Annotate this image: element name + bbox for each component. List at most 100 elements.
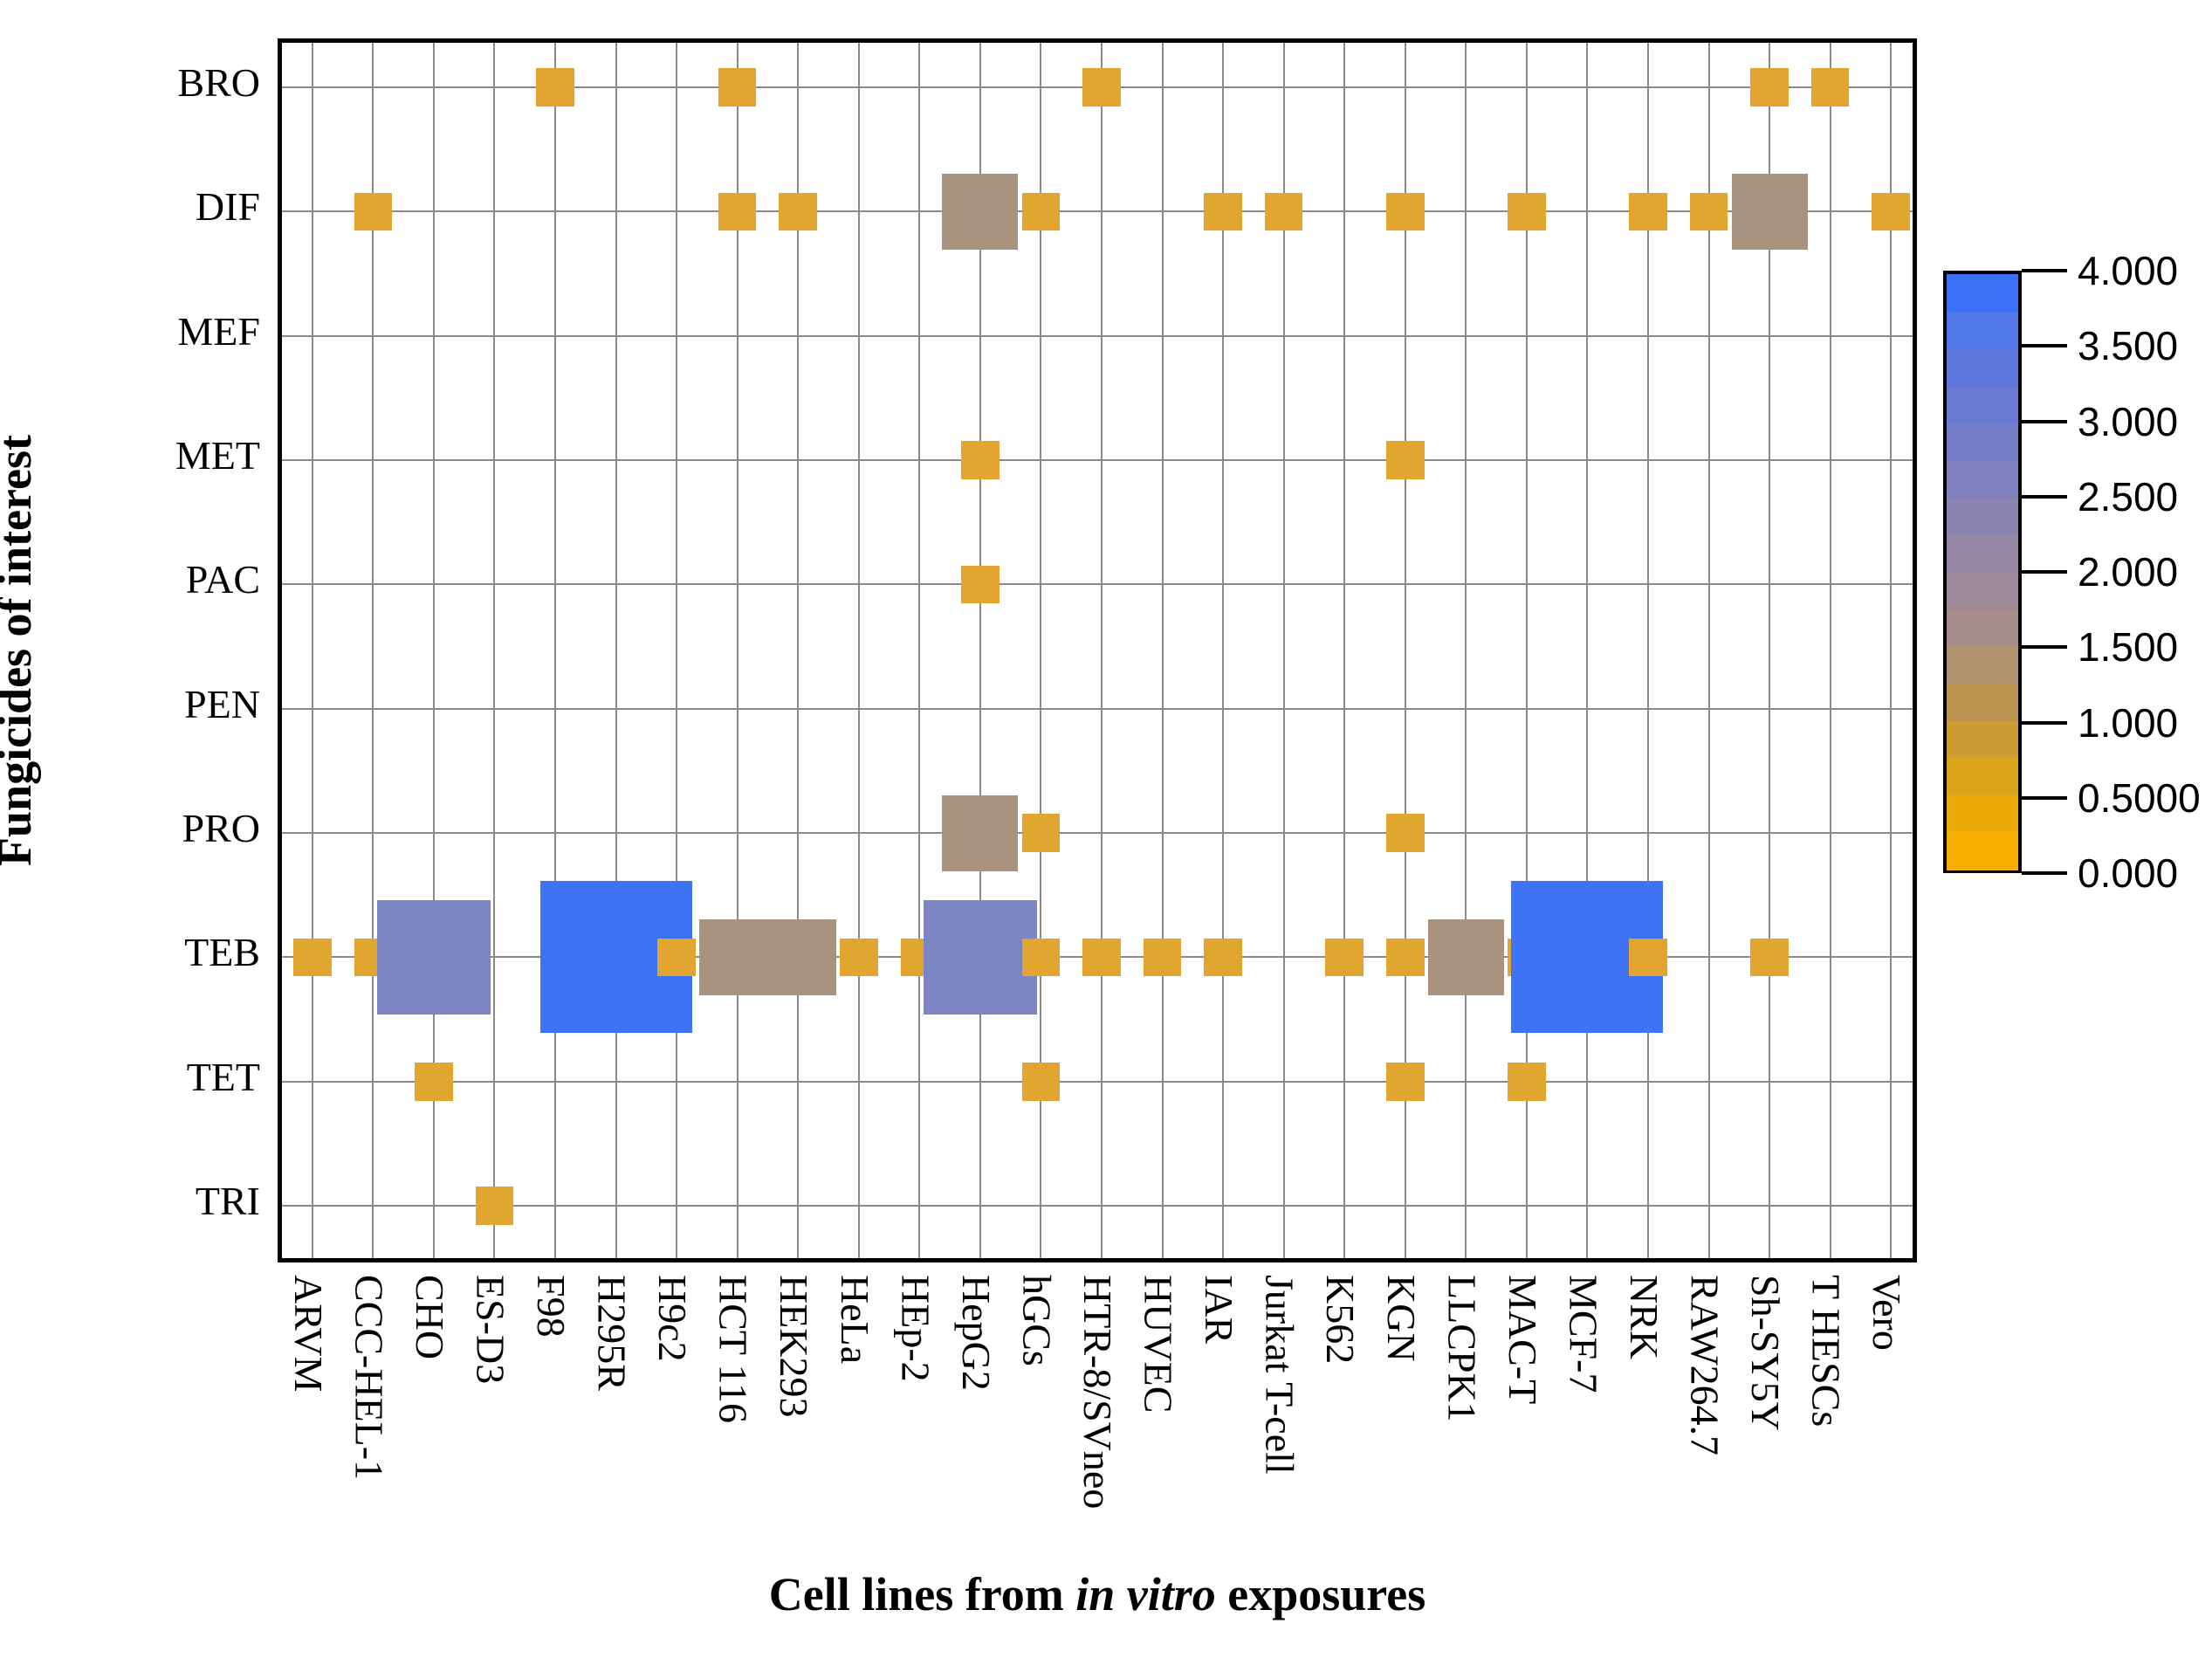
vertical-gridline-CCC-HEL-1 [372,43,374,1258]
marker-DIF-HCT 116 [718,192,757,231]
y-tick-label-MET: MET [175,433,260,478]
marker-BRO-F98 [536,68,574,107]
marker-TEB-KGN [1386,938,1425,977]
vertical-gridline-NRK [1647,43,1649,1258]
x-tick-label-MAC-T: MAC-T [1500,1275,1545,1405]
vertical-gridline-ARVM [311,43,313,1258]
x-tick-label-LLCPK1: LLCPK1 [1439,1275,1485,1422]
colorbar-band-15 [1947,832,2018,870]
colorbar-band-10 [1947,646,2018,685]
y-tick-label-BRO: BRO [177,60,260,105]
marker-PRO-HepG2 [942,795,1019,871]
marker-DIF-CCC-HEL-1 [354,192,393,231]
marker-TEB-CHO [376,900,491,1015]
marker-DIF-Jurkat T-cell [1264,192,1303,231]
x-tick-label-HEK293: HEK293 [772,1275,817,1418]
marker-BRO-HTR-8/SVneo [1082,68,1121,107]
x-tick-label-ARVM: ARVM [285,1275,331,1393]
colorbar-tick-label-0.000: 0.000 [2078,850,2179,896]
marker-TEB-HepG2 [923,900,1038,1015]
marker-MET-KGN [1386,441,1425,479]
colorbar-band-6 [1947,497,2018,535]
horizontal-gridline-DIF [282,210,1913,213]
vertical-gridline-H295R [615,43,617,1258]
marker-BRO-HCT 116 [718,68,757,107]
colorbar-tick-0.000 [2022,871,2067,875]
vertical-gridline-F98 [554,43,556,1258]
colorbar-tick-label-0.5000: 0.5000 [2078,774,2201,821]
marker-DIF-HEK293 [779,192,817,231]
marker-TET-CHO [415,1063,453,1101]
colorbar-band-11 [1947,683,2018,721]
x-tick-label-MCF-7: MCF-7 [1561,1275,1606,1393]
colorbar-tick-label-1.000: 1.000 [2078,699,2179,746]
horizontal-gridline-MEF [282,334,1913,337]
marker-TEB-NRK [1629,938,1667,977]
colorbar-tick-label-1.500: 1.500 [2078,624,2179,671]
colorbar-tick-2.500 [2022,494,2067,499]
vertical-gridline-HEp-2 [918,43,921,1258]
x-tick-label-K562: K562 [1318,1275,1364,1365]
x-tick-label-H9c2: H9c2 [650,1275,696,1362]
marker-PAC-HepG2 [961,565,1000,604]
horizontal-gridline-TET [282,1080,1913,1083]
marker-DIF-Sh-SY5Y [1731,173,1808,250]
colorbar-tick-1.000 [2022,720,2067,725]
vertical-gridline-HEK293 [797,43,800,1258]
marker-TEB-HUVEC [1143,938,1182,977]
colorbar [1943,271,2022,873]
marker-TEB-Sh-SY5Y [1750,938,1789,977]
vertical-gridline-HepG2 [979,43,981,1258]
colorbar-tick-4.000 [2022,269,2067,272]
x-tick-label-RAW264.7: RAW264.7 [1682,1275,1728,1456]
horizontal-gridline-PRO [282,832,1913,835]
marker-BRO-Sh-SY5Y [1750,68,1789,107]
vertical-gridline-ES-D3 [493,43,496,1258]
x-tick-label-IAR: IAR [1197,1275,1242,1345]
x-tick-label-HeLa: HeLa [832,1275,877,1365]
x-tick-label-HEp-2: HEp-2 [893,1275,938,1382]
x-tick-label-H295R: H295R [589,1275,635,1391]
marker-TEB-LLCPK1 [1427,918,1504,995]
marker-TEB-K562 [1325,938,1364,977]
marker-TEB-HEK293 [759,918,836,995]
x-tick-label-hGCs: hGCs [1014,1275,1060,1366]
x-tick-label-NRK: NRK [1622,1275,1666,1360]
colorbar-band-1 [1947,311,2018,349]
y-axis-title: Fungicides of interest [0,435,41,866]
colorbar-tick-label-3.500: 3.500 [2078,323,2179,369]
marker-BRO-T HESCs [1810,68,1850,107]
marker-TET-KGN [1386,1063,1425,1101]
x-axis-title-prefix: Cell lines from [768,1568,1076,1620]
vertical-gridline-IAR [1222,43,1225,1258]
y-tick-label-PEN: PEN [184,681,260,726]
vertical-gridline-T HESCs [1829,43,1831,1258]
x-tick-label-CCC-HEL-1: CCC-HEL-1 [347,1275,392,1481]
x-axis-title-suffix: exposures [1215,1568,1426,1620]
vertical-gridline-HeLa [857,43,860,1258]
marker-DIF-NRK [1629,192,1667,231]
x-tick-label-KGN: KGN [1378,1275,1424,1362]
colorbar-tick-3.500 [2022,344,2067,348]
marker-TEB-ARVM [293,938,332,977]
vertical-gridline-K562 [1343,43,1346,1258]
marker-DIF-HepG2 [942,173,1019,250]
horizontal-gridline-PEN [282,707,1913,710]
colorbar-band-14 [1947,795,2018,833]
marker-DIF-MAC-T [1508,192,1546,231]
colorbar-band-5 [1947,460,2018,499]
marker-TEB-HTR-8/SVneo [1082,938,1121,977]
y-tick-label-PAC: PAC [185,557,260,602]
marker-DIF-Vero [1872,192,1910,231]
vertical-gridline-Jurkat T-cell [1282,43,1285,1258]
marker-TEB-IAR [1204,938,1242,977]
colorbar-tick-0.5000 [2022,795,2067,800]
vertical-gridline-Vero [1890,43,1893,1258]
x-tick-label-Vero: Vero [1865,1275,1910,1351]
vertical-gridline-Sh-SY5Y [1769,43,1771,1258]
plot-area [278,38,1917,1262]
marker-DIF-IAR [1204,192,1242,231]
vertical-gridline-RAW264.7 [1707,43,1710,1258]
y-tick-label-DIF: DIF [195,184,260,230]
horizontal-gridline-TRI [282,1205,1913,1207]
